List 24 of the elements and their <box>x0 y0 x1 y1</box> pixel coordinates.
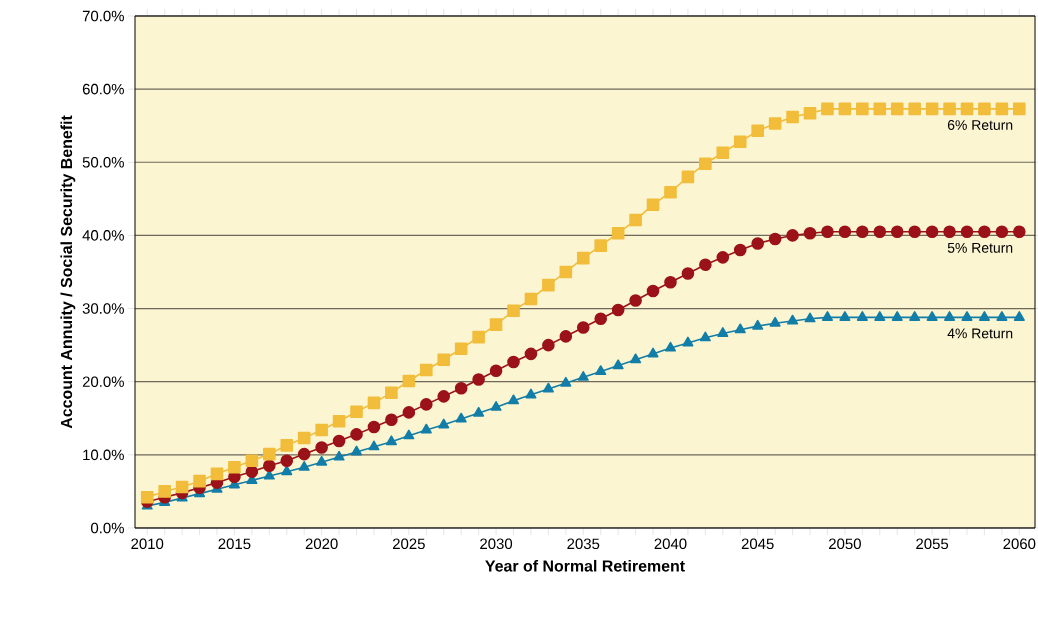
series-label: 4% Return <box>947 328 1013 339</box>
y-tick-label: 60.0% <box>82 83 124 95</box>
x-tick-label: 2010 <box>131 538 164 550</box>
series-label: 5% Return <box>947 242 1013 253</box>
x-tick-label: 2040 <box>654 538 687 550</box>
x-tick-label: 2050 <box>829 538 861 550</box>
y-tick-label: 10.0% <box>83 449 124 461</box>
y-tick-label: 30.0% <box>82 303 124 314</box>
x-tick-label: 2020 <box>305 538 338 550</box>
y-tick-label: 20.0% <box>82 376 124 387</box>
y-tick-label: 50.0% <box>82 156 124 168</box>
y-tick-label: 40.0% <box>82 230 124 241</box>
x-tick-label: 2060 <box>1003 538 1036 550</box>
x-tick-label: 2055 <box>916 538 949 550</box>
x-tick-label: 2045 <box>741 538 774 550</box>
series-label: 6% Return <box>947 120 1013 130</box>
y-tick-label: 0.0% <box>91 522 124 534</box>
x-tick-label: 2025 <box>392 538 425 550</box>
x-tick-label: 2030 <box>480 538 513 550</box>
x-tick-label: 2015 <box>218 538 251 550</box>
y-tick-label: 70.0% <box>82 10 124 22</box>
y-axis-title: Account Annuity / Social Security Benefit <box>60 115 76 429</box>
x-axis-title: Year of Normal Retirement <box>485 559 685 572</box>
x-tick-label: 2035 <box>567 538 600 550</box>
